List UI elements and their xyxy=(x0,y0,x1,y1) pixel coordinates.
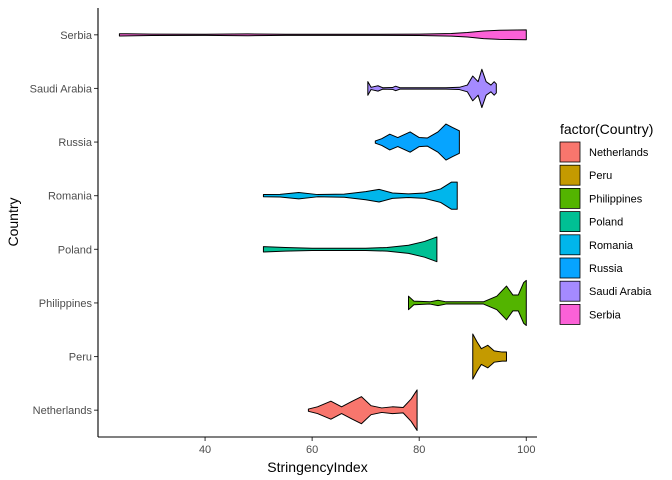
legend-key-philippines xyxy=(559,187,581,209)
x-tick-label-100: 100 xyxy=(517,444,535,456)
legend-label-poland: Poland xyxy=(589,217,623,229)
legend-label-peru: Peru xyxy=(589,170,612,182)
y-tick-label-peru: Peru xyxy=(69,352,92,364)
legend-label-saudi-arabia: Saudi Arabia xyxy=(589,286,652,298)
y-tick-label-netherlands: Netherlands xyxy=(33,405,93,417)
y-tick-label-romania: Romania xyxy=(48,191,93,203)
violin-philippines xyxy=(408,279,527,326)
legend-key-netherlands xyxy=(559,141,581,163)
legend-label-russia: Russia xyxy=(589,263,624,275)
legend-key-russia xyxy=(559,257,581,279)
x-axis-title: StringencyIndex xyxy=(267,459,367,475)
violin-netherlands xyxy=(307,389,418,431)
x-tick-label-40: 40 xyxy=(199,444,211,456)
legend-label-serbia: Serbia xyxy=(589,309,622,321)
violin-poland xyxy=(262,236,438,263)
legend-key-peru xyxy=(559,164,581,186)
y-tick-label-philippines: Philippines xyxy=(39,298,93,310)
legend-key-saudi-arabia xyxy=(559,280,581,302)
x-tick-label-60: 60 xyxy=(306,444,318,456)
y-axis-ticks: Netherlands Peru Philippines Poland Romania R… xyxy=(30,30,98,417)
violin-russia xyxy=(374,123,460,161)
x-tick-label-80: 80 xyxy=(413,444,425,456)
legend-label-philippines: Philippines xyxy=(589,193,643,205)
legend-title: factor(Country) xyxy=(560,121,653,137)
legend: factor(Country) Netherlands Peru Philippin… xyxy=(559,121,653,325)
x-axis-ticks: 40 60 80 100 xyxy=(199,437,535,456)
violin-serbia xyxy=(118,29,527,41)
y-tick-label-saudi-arabia: Saudi Arabia xyxy=(30,83,93,95)
legend-label-netherlands: Netherlands xyxy=(589,147,649,159)
violin-saudi-arabia xyxy=(367,68,497,109)
legend-label-romania: Romania xyxy=(589,240,634,252)
violin-peru xyxy=(472,333,507,380)
violin-romania xyxy=(262,181,458,210)
legend-key-romania xyxy=(559,234,581,256)
y-tick-label-russia: Russia xyxy=(58,137,93,149)
y-tick-label-poland: Poland xyxy=(58,244,92,256)
y-tick-label-serbia: Serbia xyxy=(60,30,93,42)
y-axis-title: Country xyxy=(5,197,21,246)
legend-key-serbia xyxy=(559,303,581,325)
violin-layer xyxy=(118,29,527,431)
legend-key-poland xyxy=(559,211,581,233)
